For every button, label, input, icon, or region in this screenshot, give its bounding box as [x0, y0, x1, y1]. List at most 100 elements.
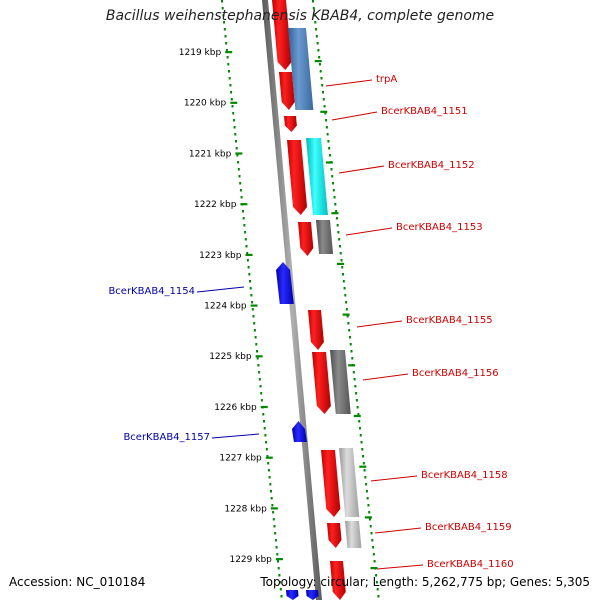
- scale-dot: [315, 35, 318, 38]
- scale-tick-mark: [265, 456, 273, 459]
- gene-labels: trpA BcerKBAB4_1151 BcerKBAB4_1152 BcerKBAB…: [108, 74, 513, 570]
- scale-dot: [232, 119, 235, 122]
- scale-tick-mark: [235, 152, 243, 155]
- gene-label[interactable]: BcerKBAB4_1154: [108, 286, 195, 297]
- scale-tick-mark: [337, 262, 345, 265]
- reverse-gene-arrow: [276, 262, 294, 304]
- reverse-gene-arrow: [306, 590, 319, 600]
- scale-dot: [346, 315, 349, 318]
- gene-label[interactable]: trpA: [376, 74, 397, 85]
- scale-tick-label: 1229 kbp: [229, 555, 272, 565]
- accession-label: Accession: NC_010184: [9, 575, 146, 589]
- scale-dot: [249, 287, 252, 290]
- scale-dot: [270, 497, 273, 500]
- gene-label[interactable]: BcerKBAB4_1160: [427, 559, 514, 570]
- scale-dot: [267, 469, 270, 472]
- scale-dot: [223, 28, 226, 31]
- scale-dot: [235, 147, 238, 150]
- scale-dot: [277, 567, 280, 570]
- cog-category-box: [306, 138, 328, 215]
- scale-dot: [370, 532, 373, 535]
- scale-tick-label: 1219 kbp: [179, 48, 222, 58]
- scale-dot: [277, 560, 279, 563]
- scale-dot: [267, 462, 270, 465]
- scale-dot: [317, 49, 320, 52]
- scale-dot: [362, 455, 365, 458]
- scale-dot: [322, 98, 325, 101]
- scale-ticks: 1219 kbp 1220 kbp 1221 kbp 1222 kbp 1223 kbp…: [179, 48, 378, 570]
- scale-dot: [256, 357, 259, 360]
- scale-dot: [357, 413, 360, 416]
- scale-dot: [273, 525, 276, 528]
- gene-label[interactable]: BcerKBAB4_1158: [421, 470, 508, 481]
- scale-dot: [272, 511, 275, 514]
- gene-label[interactable]: BcerKBAB4_1156: [412, 368, 499, 379]
- scale-dot: [325, 119, 328, 122]
- scale-tick-label: 1222 kbp: [194, 200, 237, 210]
- scale-dot: [270, 490, 272, 493]
- scale-tick-label: 1224 kbp: [204, 302, 247, 312]
- scale-dot: [361, 448, 364, 451]
- scale-dot: [335, 210, 338, 213]
- scale-dot: [258, 371, 261, 374]
- scale-dot: [344, 294, 347, 297]
- scale-tick-mark: [275, 558, 283, 561]
- scale-dot: [333, 196, 336, 199]
- scale-dot: [341, 266, 344, 269]
- scale-dot: [230, 98, 233, 101]
- cog-category-box: [330, 350, 351, 414]
- scale-dot: [246, 259, 249, 262]
- scale-tick-label: 1220 kbp: [184, 99, 227, 109]
- topology-label: Topology: circular; Length: 5,262,775 bp…: [260, 575, 590, 589]
- gene-label[interactable]: BcerKBAB4_1155: [406, 315, 493, 326]
- cog-category-box: [316, 220, 334, 254]
- forward-gene-arrow: [308, 310, 324, 350]
- scale-dot: [334, 203, 337, 206]
- scale-dot: [239, 182, 242, 185]
- scale-dot: [338, 245, 341, 248]
- scale-dot: [242, 210, 244, 213]
- scale-dot: [243, 224, 246, 227]
- reverse-gene-arrow: [292, 421, 307, 442]
- scale-tick-label: 1227 kbp: [219, 454, 262, 464]
- scale-dot: [229, 84, 232, 87]
- gene-label[interactable]: BcerKBAB4_1152: [388, 160, 475, 171]
- scale-dot: [353, 378, 356, 381]
- scale-tick-mark: [325, 161, 333, 164]
- scale-dot: [252, 315, 255, 318]
- gene-label[interactable]: BcerKBAB4_1153: [396, 222, 483, 233]
- scale-tick-label: 1225 kbp: [209, 352, 252, 362]
- scale-dot: [313, 14, 316, 17]
- forward-gene-arrow: [284, 116, 297, 132]
- scale-dot: [237, 168, 240, 171]
- gene-label[interactable]: BcerKBAB4_1151: [381, 106, 468, 117]
- scale-dot: [233, 126, 236, 129]
- scale-dot: [251, 308, 254, 311]
- scale-dot: [221, 7, 224, 10]
- scale-dot: [354, 385, 357, 388]
- scale-tick-mark: [353, 414, 361, 418]
- scale-tick-mark: [364, 516, 372, 519]
- scale-dot: [325, 126, 328, 129]
- scale-dot: [358, 427, 361, 430]
- scale-dot: [327, 140, 330, 143]
- scale-dot: [330, 168, 333, 171]
- scale-tick-mark: [270, 507, 278, 510]
- scale-dot: [365, 490, 368, 493]
- scale-dot: [246, 252, 249, 255]
- scale-tick-mark: [255, 355, 263, 358]
- scale-tick-mark: [320, 110, 328, 113]
- scale-dot: [248, 273, 251, 276]
- forward-gene-arrow: [279, 72, 295, 110]
- scale-dot: [228, 77, 231, 80]
- scale-dot: [231, 105, 234, 108]
- gene-label-connector: [196, 286, 245, 293]
- cog-category-box: [339, 448, 360, 517]
- gene-label[interactable]: BcerKBAB4_1159: [425, 522, 512, 533]
- scale-dot: [328, 147, 331, 150]
- scale-dot: [244, 238, 247, 241]
- scale-dot: [237, 161, 240, 164]
- gene-label[interactable]: BcerKBAB4_1157: [123, 432, 210, 443]
- scale-dot: [256, 350, 258, 353]
- scale-dot: [318, 63, 321, 66]
